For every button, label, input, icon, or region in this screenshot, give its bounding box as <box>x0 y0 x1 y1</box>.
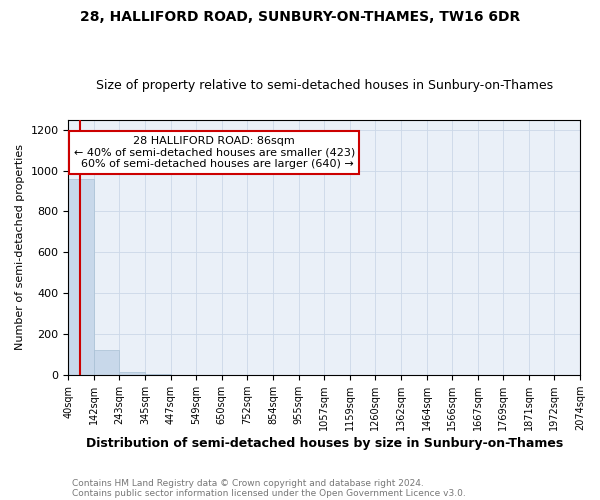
Title: Size of property relative to semi-detached houses in Sunbury-on-Thames: Size of property relative to semi-detach… <box>95 79 553 92</box>
Text: 28 HALLIFORD ROAD: 86sqm  
← 40% of semi-detached houses are smaller (423)
  60%: 28 HALLIFORD ROAD: 86sqm ← 40% of semi-d… <box>74 136 355 169</box>
Bar <box>119 372 145 375</box>
Text: Contains public sector information licensed under the Open Government Licence v3: Contains public sector information licen… <box>72 488 466 498</box>
X-axis label: Distribution of semi-detached houses by size in Sunbury-on-Thames: Distribution of semi-detached houses by … <box>86 437 563 450</box>
Bar <box>94 350 119 375</box>
Text: 28, HALLIFORD ROAD, SUNBURY-ON-THAMES, TW16 6DR: 28, HALLIFORD ROAD, SUNBURY-ON-THAMES, T… <box>80 10 520 24</box>
Text: Contains HM Land Registry data © Crown copyright and database right 2024.: Contains HM Land Registry data © Crown c… <box>72 478 424 488</box>
Y-axis label: Number of semi-detached properties: Number of semi-detached properties <box>15 144 25 350</box>
Bar <box>68 179 94 375</box>
